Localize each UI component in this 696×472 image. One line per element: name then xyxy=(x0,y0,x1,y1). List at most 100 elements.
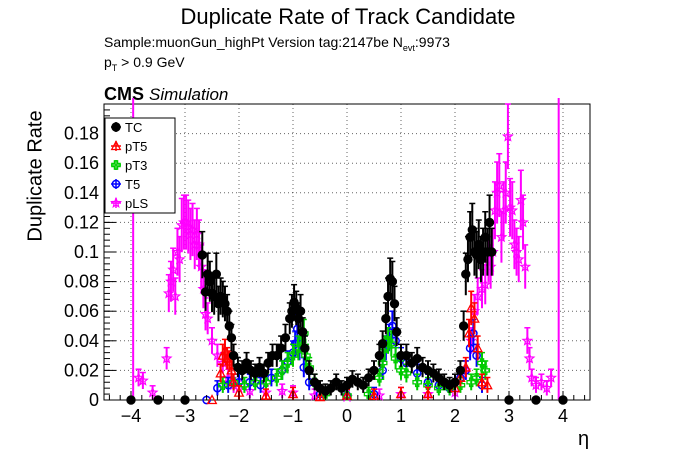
data-point xyxy=(506,204,519,216)
data-point xyxy=(458,321,469,331)
legend-entry-pt3: pT3 xyxy=(111,158,147,173)
data-point xyxy=(215,367,227,378)
data-point xyxy=(171,245,184,258)
data-point xyxy=(201,312,214,324)
data-point xyxy=(358,380,368,390)
data-point xyxy=(288,350,298,361)
data-point xyxy=(521,334,534,346)
data-point xyxy=(162,287,175,299)
y-tick-label: 0.16 xyxy=(64,153,99,173)
x-tick-label: 0 xyxy=(342,406,352,426)
data-point xyxy=(276,343,286,353)
legend-marker xyxy=(111,160,121,170)
data-point xyxy=(250,377,261,388)
data-point xyxy=(460,361,472,372)
data-point xyxy=(369,365,379,376)
data-marks xyxy=(126,98,568,405)
legend-label: TC xyxy=(125,120,142,135)
data-point xyxy=(146,386,159,398)
y-tick-label: 0.12 xyxy=(64,212,99,232)
data-point xyxy=(484,217,495,228)
data-point xyxy=(282,358,293,368)
x-tick-label: −2 xyxy=(229,406,250,426)
data-point xyxy=(226,333,237,343)
data-point xyxy=(501,130,514,142)
data-point xyxy=(465,343,475,353)
data-point xyxy=(228,376,239,387)
data-point xyxy=(422,388,434,399)
data-point xyxy=(387,276,398,287)
grid-lines xyxy=(104,104,590,400)
data-point xyxy=(545,371,558,383)
legend-marker xyxy=(110,140,122,151)
data-point xyxy=(173,253,186,265)
simulation-label: Simulation xyxy=(149,85,229,104)
data-point xyxy=(195,260,208,272)
data-point xyxy=(423,380,433,391)
data-point xyxy=(495,230,508,243)
y-tick-label: 0.06 xyxy=(64,301,99,321)
x-tick-label: −3 xyxy=(175,406,196,426)
nevt-value: :9973 xyxy=(414,34,450,50)
x-tick-label: 3 xyxy=(504,406,514,426)
data-point xyxy=(331,377,341,387)
nevt-subscript: evt xyxy=(402,42,415,53)
data-point xyxy=(295,306,306,316)
data-point xyxy=(277,365,288,376)
y-tick-label: 0.04 xyxy=(64,331,99,351)
data-point xyxy=(450,377,460,387)
legend-entry-tc: TC xyxy=(111,120,142,135)
chart-title: Duplicate Rate of Track Candidate xyxy=(180,4,516,29)
data-point xyxy=(455,371,466,382)
pt-cut-label: pT > 0.9 GeV xyxy=(104,54,185,73)
data-point xyxy=(433,383,444,394)
data-point xyxy=(271,372,282,383)
pt-cut-value: > 0.9 GeV xyxy=(117,54,185,70)
data-point xyxy=(463,327,475,338)
data-point xyxy=(175,219,188,231)
data-point xyxy=(531,395,541,405)
legend-entry-t5: T5 xyxy=(111,177,140,192)
x-tick-label: −4 xyxy=(121,406,142,426)
data-point xyxy=(412,377,423,388)
data-point xyxy=(153,395,163,405)
data-point xyxy=(512,253,525,265)
x-tick-label: 1 xyxy=(396,406,406,426)
data-point xyxy=(217,380,228,391)
data-point xyxy=(472,342,484,353)
data-point xyxy=(540,382,553,394)
legend-label: pT5 xyxy=(125,139,147,154)
data-point xyxy=(342,380,352,390)
data-point xyxy=(239,380,250,391)
data-point xyxy=(525,371,538,383)
data-point xyxy=(510,245,523,258)
data-point xyxy=(276,384,289,397)
y-tick-label: 0.18 xyxy=(64,124,99,144)
data-point xyxy=(301,350,311,361)
x-tick-label: 4 xyxy=(558,406,568,426)
y-tick-label: 0.08 xyxy=(64,272,99,292)
data-point xyxy=(412,353,422,364)
data-point xyxy=(326,383,336,393)
data-point xyxy=(363,373,374,383)
x-axis-label: η xyxy=(578,428,590,450)
data-point xyxy=(374,372,385,383)
y-tick-label: 0.02 xyxy=(64,360,99,380)
data-point xyxy=(186,223,199,235)
data-point xyxy=(300,343,310,353)
data-point xyxy=(519,260,532,272)
data-point xyxy=(259,368,269,379)
data-point xyxy=(211,269,222,279)
legend-entry-pls: pLS xyxy=(110,196,148,211)
legend-marker xyxy=(110,196,122,209)
legend-entry-pt5: pT5 xyxy=(110,139,147,154)
legend-label: pLS xyxy=(125,196,148,211)
data-point xyxy=(487,247,497,257)
data-point xyxy=(465,334,478,346)
data-point xyxy=(523,352,536,364)
legend-label: T5 xyxy=(125,177,140,192)
data-point xyxy=(514,193,527,206)
data-point xyxy=(389,299,400,309)
data-point xyxy=(504,201,517,213)
y-tick-label: 0 xyxy=(89,390,99,410)
